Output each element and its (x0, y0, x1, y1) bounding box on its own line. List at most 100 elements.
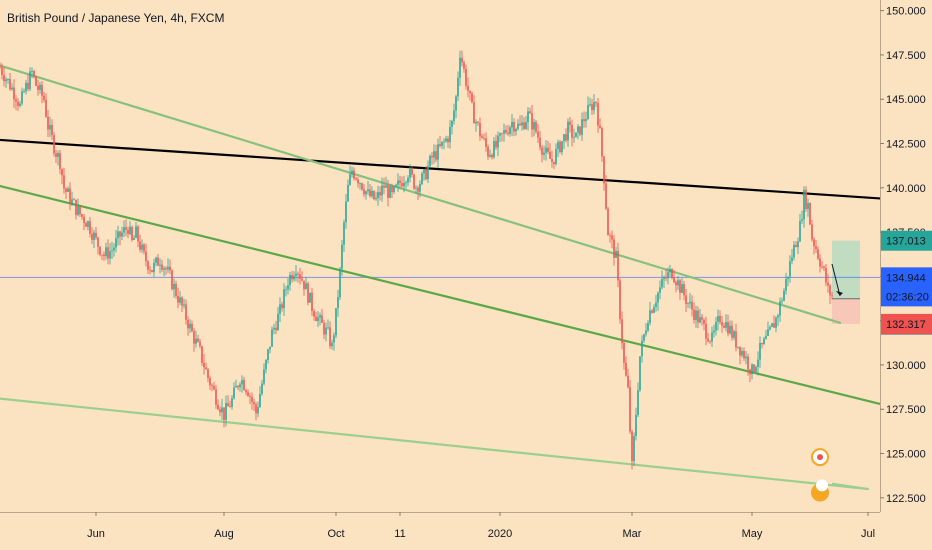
candle-body (653, 307, 655, 313)
price-axis[interactable]: 150.000147.500145.000142.500140.000137.5… (880, 0, 932, 550)
candle-body (537, 131, 539, 138)
candle-body (619, 280, 621, 320)
candle-body (781, 300, 783, 302)
candle-body (151, 270, 153, 272)
plot-area[interactable] (0, 50, 882, 502)
time-tick-label: Jul (861, 528, 875, 540)
candle-body (13, 87, 15, 100)
candle-body (583, 119, 585, 122)
candle-body (51, 124, 53, 136)
candle-body (393, 186, 395, 193)
candle-body (433, 151, 435, 158)
candle-body (689, 301, 691, 304)
candle-body (249, 395, 251, 397)
candle-body (385, 185, 387, 188)
candle-body (65, 188, 67, 192)
candle-body (325, 327, 327, 335)
time-axis[interactable]: Jun Aug Oct 11 2020 Mar May Jul (0, 512, 880, 540)
candle-body (87, 221, 89, 227)
price-label-last-price[interactable] (881, 267, 932, 288)
candle-body (415, 187, 417, 189)
price-label-stop[interactable] (881, 313, 932, 334)
candle-body (729, 325, 731, 334)
candle-body (115, 238, 117, 248)
candle-body (621, 319, 623, 344)
candle-body (129, 226, 131, 234)
candle-body (671, 269, 673, 278)
trend-line[interactable] (0, 138, 882, 200)
candle-body (637, 390, 639, 415)
candle-body (431, 155, 433, 158)
candle-body (655, 302, 657, 308)
candle-body (301, 278, 303, 281)
candle-body (699, 317, 701, 323)
candle-body (617, 250, 619, 281)
candle-body (649, 310, 651, 324)
candle-body (693, 309, 695, 320)
candle-body (371, 191, 373, 197)
candle-body (331, 342, 333, 347)
candle-body (553, 161, 555, 165)
candle-body (665, 277, 667, 279)
candle-body (499, 133, 501, 136)
trend-line[interactable] (0, 397, 870, 491)
candle-body (475, 121, 477, 124)
candle-body (335, 308, 337, 336)
candle-body (47, 116, 49, 130)
candle-body (807, 203, 809, 210)
candle-body (233, 387, 235, 399)
candle-body (307, 283, 309, 303)
candle-body (91, 233, 93, 240)
candle-body (817, 249, 819, 259)
candle-body (275, 327, 277, 331)
candle-body (171, 270, 173, 290)
candle-body (707, 338, 709, 342)
candle-body (733, 331, 735, 338)
flag-icon (816, 479, 828, 492)
candle-body (745, 356, 747, 359)
price-label-target[interactable] (881, 230, 932, 251)
event-markers[interactable] (811, 448, 869, 502)
candle-body (659, 287, 661, 293)
candle-body (773, 323, 775, 328)
candle-body (297, 273, 299, 275)
candle-body (687, 303, 689, 304)
candle-body (355, 178, 357, 180)
candle-body (201, 346, 203, 363)
candle-body (529, 111, 531, 114)
candle-body (199, 341, 201, 347)
candle-body (731, 325, 733, 338)
candle-body (321, 315, 323, 323)
candle-body (25, 82, 27, 92)
candle-body (69, 188, 71, 204)
candle-body (667, 272, 669, 279)
candle-body (785, 279, 787, 291)
candle-body (569, 121, 571, 126)
candle-body (79, 205, 81, 215)
candle-body (677, 280, 679, 286)
candle-body (137, 226, 139, 242)
candle-body (531, 113, 533, 130)
candle-body (195, 338, 197, 344)
candle-body (823, 266, 825, 268)
candle-body (643, 334, 645, 341)
candle-body (43, 95, 45, 100)
candle-body (27, 82, 29, 90)
trend-line[interactable] (0, 184, 882, 406)
target-zone[interactable] (832, 240, 860, 299)
candle-body (627, 375, 629, 388)
forecast-arrow[interactable] (831, 263, 841, 296)
candle-body (505, 130, 507, 133)
candle-body (165, 268, 167, 270)
candle-body (343, 222, 345, 245)
candle-body (17, 101, 19, 106)
stop-zone[interactable] (832, 298, 860, 324)
candle-body (789, 260, 791, 277)
candle-body (743, 350, 745, 359)
candle-body (127, 229, 129, 234)
candle-body (161, 264, 163, 270)
candle-body (601, 128, 603, 157)
price-label-countdown[interactable] (881, 286, 932, 307)
candle-body (565, 134, 567, 141)
